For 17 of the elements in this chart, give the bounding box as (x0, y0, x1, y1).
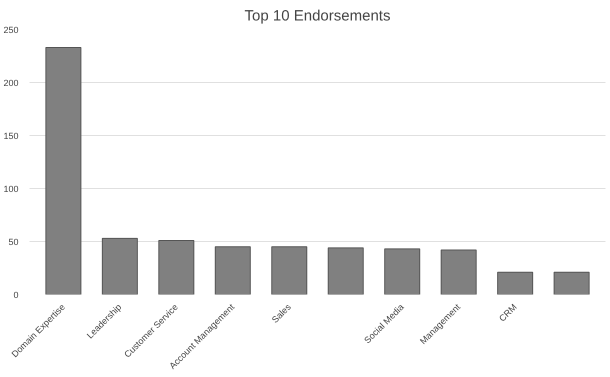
y-tick-label: 150 (3, 131, 19, 141)
y-tick-label: 250 (3, 25, 19, 35)
bar (328, 247, 364, 294)
y-tick-label: 50 (8, 237, 19, 247)
bar (440, 249, 477, 294)
bar (158, 240, 194, 294)
bar (102, 238, 138, 294)
y-tick-label: 100 (3, 184, 19, 194)
y-tick-label: 200 (3, 78, 19, 88)
bar (45, 47, 82, 294)
bar (214, 246, 251, 294)
y-tick-label: 0 (13, 290, 19, 300)
bar (271, 246, 308, 294)
chart-title: Top 10 Endorsements (244, 8, 390, 24)
bar (554, 272, 590, 294)
bar (384, 248, 420, 294)
bar (497, 272, 534, 294)
